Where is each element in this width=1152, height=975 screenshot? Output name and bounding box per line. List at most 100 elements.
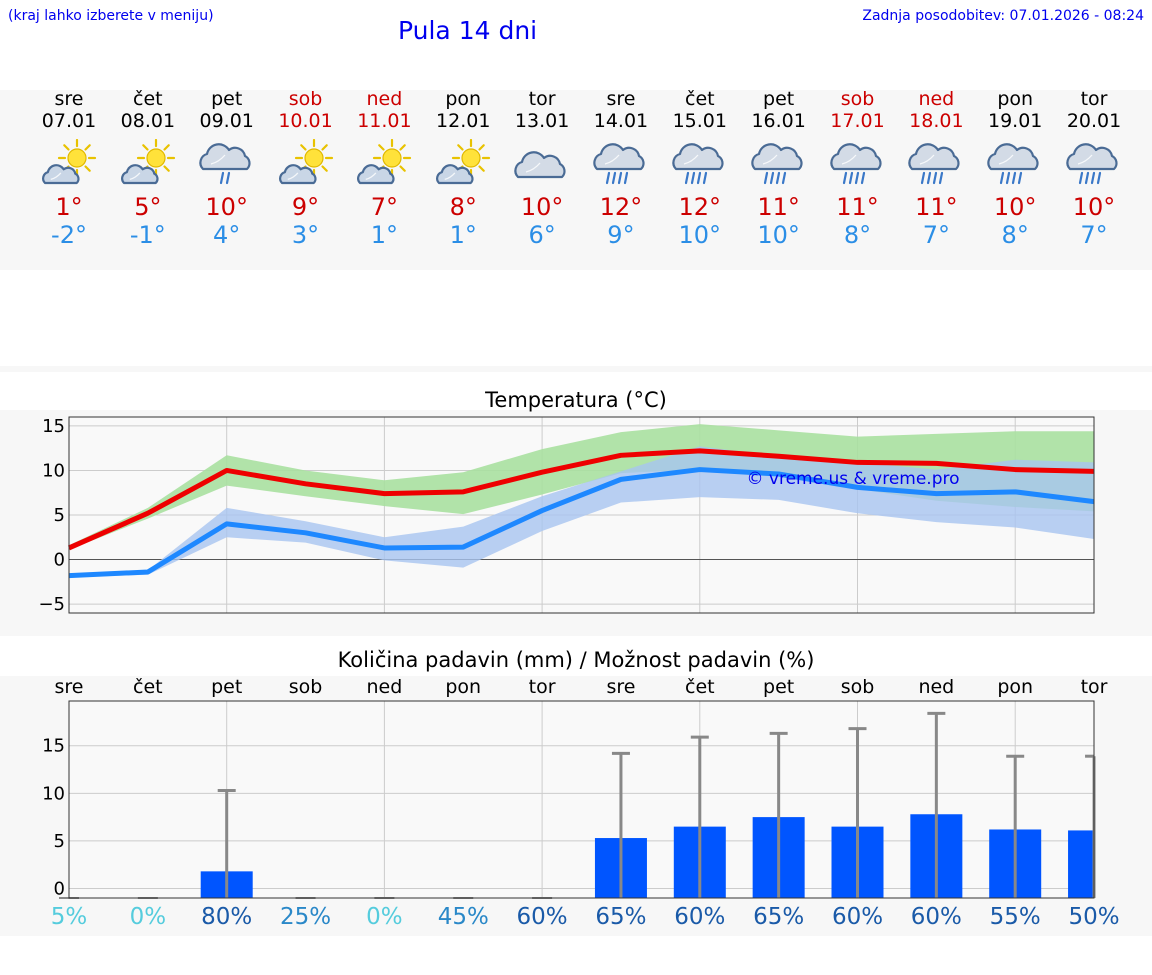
min-temperature: -1° (129, 221, 166, 249)
min-temperature: 4° (213, 221, 241, 249)
precipitation-day-label: sre (54, 676, 84, 698)
day-name: sob (288, 88, 323, 110)
cloud-icon (514, 151, 566, 179)
day-date: 19.01 (987, 110, 1043, 132)
day-column: ned 18.01 11° 7° (896, 88, 976, 249)
sun-cloud-icon (357, 139, 412, 185)
max-temperature: 11° (757, 193, 800, 221)
min-temperature: 10° (757, 221, 800, 249)
precipitation-day-label: ned (918, 676, 955, 698)
sun-cloud-icon (42, 139, 97, 185)
min-temperature-line (68, 467, 1095, 579)
day-column: čet 15.01 12° 10° (660, 88, 740, 249)
min-temperature: 1° (370, 221, 399, 249)
precipitation-day-label: sre (606, 676, 636, 698)
y-tick-label: 0 (54, 878, 65, 899)
cloud-light-rain-icon (198, 143, 251, 185)
min-temperature: 7° (1080, 221, 1108, 249)
day-column: sob 10.01 9° 3° (266, 88, 346, 249)
day-name: sob (840, 88, 875, 110)
day-name: pon (445, 88, 482, 110)
cloud-rain-icon (1066, 143, 1118, 185)
y-tick-label: 10 (42, 783, 65, 804)
watermark: © vreme.us & vreme.pro (746, 469, 959, 489)
min-temperature: 7° (922, 221, 950, 249)
day-column: pet 09.01 10° 4° (187, 88, 267, 249)
plot-frame (68, 700, 1095, 899)
max-temperature: 10° (993, 193, 1037, 221)
min-temperature: 9° (607, 221, 635, 249)
day-date: 12.01 (436, 110, 491, 132)
location-menu-hint[interactable]: (kraj lahko izberete v meniju) (8, 8, 214, 24)
precipitation-day-label: ned (366, 676, 403, 698)
day-date: 11.01 (357, 110, 412, 132)
day-date: 14.01 (593, 110, 649, 132)
max-temperature: 8° (449, 193, 477, 221)
day-name: tor (1080, 88, 1108, 110)
temperature-chart: 15 10 5 0 −5 © vreme.us & vreme.pro (38, 416, 1095, 615)
min-temperature: 8° (1001, 221, 1029, 249)
precipitation-title-area (0, 646, 1152, 676)
min-temperature: 10° (678, 221, 722, 249)
precipitation-day-label: čet (685, 676, 715, 698)
max-temperature: 10° (205, 193, 248, 221)
max-temperature: 1° (55, 193, 83, 221)
temperature-title-area (0, 372, 1152, 410)
cloud-rain-icon (593, 143, 645, 185)
day-date: 10.01 (278, 110, 333, 132)
precipitation-probability: 60% (516, 904, 568, 930)
day-name: ned (366, 88, 403, 110)
max-temperature: 5° (134, 193, 162, 221)
max-temperature-line (67, 448, 1095, 551)
y-tick-label: −5 (38, 594, 65, 615)
precipitation-day-label: pon (445, 676, 482, 698)
precipitation-probability: 45% (437, 904, 489, 930)
day-name: pet (763, 88, 795, 110)
day-column: tor 20.01 10° 7° (1054, 88, 1134, 249)
day-column: pet 16.01 11° 10° (739, 88, 819, 249)
day-name: sre (606, 88, 636, 110)
day-date: 08.01 (120, 110, 176, 132)
day-date: 18.01 (909, 110, 964, 132)
day-name: ned (918, 88, 955, 110)
day-column: pon 19.01 10° 8° (975, 88, 1055, 249)
day-name: čet (685, 88, 715, 110)
precipitation-day-label: sob (288, 676, 323, 698)
precipitation-probability: 25% (279, 904, 332, 930)
day-name: pet (211, 88, 243, 110)
plot-frame (68, 416, 1095, 614)
precipitation-day-label: tor (528, 676, 556, 698)
precipitation-day-label: sob (840, 676, 875, 698)
day-column: sob 17.01 11° 8° (818, 88, 898, 249)
day-column: ned 11.01 7° 1° (344, 88, 424, 249)
day-date: 15.01 (672, 110, 727, 132)
day-column: pon 12.01 8° 1° (423, 88, 503, 249)
sun-cloud-icon (436, 139, 491, 185)
day-date: 17.01 (830, 110, 885, 132)
precipitation-probability: 0% (366, 904, 403, 930)
precipitation-probability: 5% (50, 904, 88, 930)
cloud-rain-icon (987, 143, 1039, 185)
precipitation-probability: 55% (989, 904, 1041, 930)
y-tick-label: 15 (42, 416, 65, 437)
max-temperature: 11° (836, 193, 879, 221)
min-temperature: 8° (843, 221, 872, 249)
precipitation-probability: 0% (129, 904, 167, 930)
precipitation-day-label: pon (997, 676, 1034, 698)
min-temperature: 3° (291, 221, 320, 249)
min-temperature: 1° (449, 221, 477, 249)
day-date: 13.01 (514, 110, 570, 132)
day-name: pon (997, 88, 1034, 110)
day-column: sre 07.01 1° -2° (29, 88, 109, 249)
y-tick-label: 15 (42, 736, 65, 757)
sun-cloud-icon (120, 139, 175, 185)
day-name: sre (54, 88, 84, 110)
precipitation-day-label: tor (1080, 676, 1108, 698)
precipitation-day-label: pet (763, 676, 795, 698)
day-date: 09.01 (199, 110, 254, 132)
cloud-rain-icon (908, 143, 960, 185)
day-date: 16.01 (751, 110, 806, 132)
day-date: 20.01 (1066, 110, 1122, 132)
sun-cloud-icon (278, 139, 333, 185)
y-tick-label: 5 (54, 831, 65, 852)
